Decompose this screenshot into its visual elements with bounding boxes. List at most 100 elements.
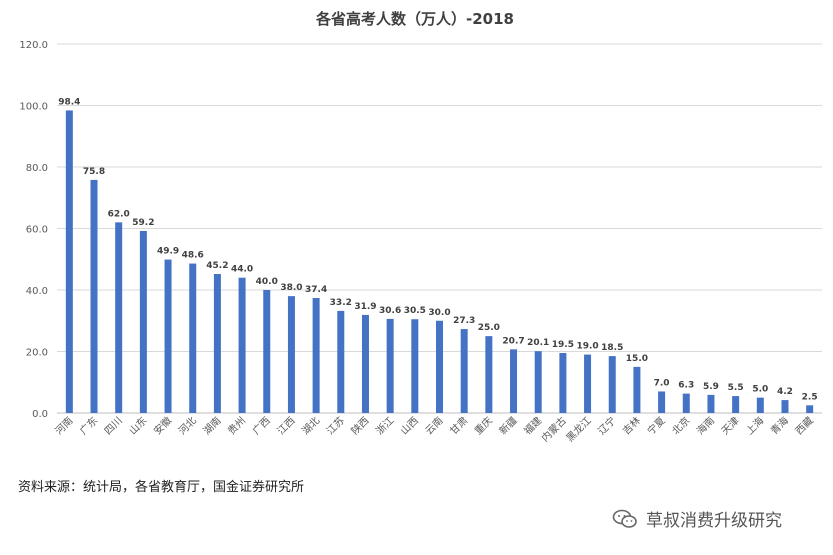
value-label: 6.3 (678, 381, 694, 391)
bar-山西 (411, 319, 419, 413)
value-label: 7.0 (654, 378, 670, 388)
y-tick-label: 100.0 (19, 102, 48, 113)
x-tick-label: 安徽 (151, 414, 174, 437)
x-tick-label: 福建 (521, 414, 544, 437)
bar-西藏 (806, 405, 814, 413)
value-label: 19.0 (576, 342, 598, 352)
bar-宁夏 (658, 391, 666, 413)
x-tick-label: 湖南 (200, 414, 223, 437)
x-tick-label: 甘肃 (447, 414, 470, 437)
bar-新疆 (510, 349, 518, 413)
bar-chart: 各省高考人数（万人）-2018 0.0 20.0 40.0 60.0 80.0 100.0… (19, 10, 822, 444)
value-label: 5.9 (703, 382, 719, 392)
bar-江苏 (337, 310, 345, 413)
value-label: 49.9 (157, 247, 179, 257)
x-tick-label: 山西 (398, 415, 421, 438)
y-tick-label: 0.0 (32, 409, 48, 420)
bar-云南 (436, 320, 443, 413)
bars (65, 110, 814, 414)
bar-上海 (756, 397, 764, 413)
value-label: 30.0 (428, 308, 450, 318)
x-tick-label: 云南 (422, 414, 445, 437)
bar-浙江 (386, 318, 394, 413)
value-label: 25.0 (478, 323, 500, 333)
bar-内蒙古 (559, 353, 567, 413)
chart-title: 各省高考人数（万人）-2018 (315, 10, 514, 28)
value-label: 5.5 (728, 383, 744, 393)
value-label: 19.5 (552, 340, 574, 350)
value-label: 18.5 (601, 343, 623, 353)
bar-广东 (90, 179, 98, 413)
bar-陕西 (361, 314, 369, 413)
x-tick-label: 天津 (719, 415, 742, 438)
value-label: 75.8 (83, 167, 105, 177)
value-label: 20.7 (502, 336, 524, 346)
value-label: 4.2 (777, 387, 793, 397)
bar-辽宁 (608, 356, 616, 413)
x-tick-label: 吉林 (620, 414, 643, 437)
x-tick-label: 黑龙江 (563, 414, 593, 444)
value-label: 40.0 (256, 277, 278, 287)
bar-安徽 (164, 259, 172, 413)
value-labels: 98.4 75.8 62.059.2 49.9 48.645.2 44.040.038.0… (58, 97, 817, 402)
value-label: 48.6 (182, 251, 204, 261)
x-tick-label: 广东 (77, 414, 100, 437)
value-label: 33.2 (330, 298, 352, 308)
y-tick-label: 120.0 (19, 40, 48, 51)
y-tick-label: 60.0 (26, 225, 48, 236)
value-label: 59.2 (132, 218, 154, 228)
x-tick-label: 宁夏 (644, 414, 667, 437)
x-axis-labels: 河南 广东 四川 山东 安徽 河北 湖南 贵州 广西 江西 湖北 江苏 陕西 浙江 山西 云南 甘肃 重庆 新疆 福建… (52, 414, 816, 444)
x-tick-label: 浙江 (374, 415, 397, 438)
value-label: 98.4 (58, 97, 80, 107)
x-tick-label: 内蒙古 (539, 414, 569, 444)
value-label: 30.5 (404, 306, 426, 316)
x-tick-label: 河南 (52, 414, 75, 437)
value-label: 38.0 (280, 283, 302, 293)
bar-湖北 (312, 297, 320, 413)
bar-海南 (707, 394, 715, 413)
x-tick-label: 河北 (176, 415, 199, 438)
watermark: 草叔消费升级研究 (612, 506, 782, 531)
x-tick-label: 山东 (126, 414, 149, 437)
bar-江西 (287, 296, 295, 413)
x-tick-label: 陕西 (348, 414, 371, 437)
bar-青海 (781, 400, 789, 413)
bar-北京 (682, 393, 690, 413)
x-tick-label: 青海 (768, 414, 791, 437)
bar-四川 (115, 222, 123, 413)
bar-吉林 (633, 366, 641, 413)
x-tick-label: 贵州 (225, 414, 248, 437)
y-axis-ticks: 0.0 20.0 40.0 60.0 80.0 100.0 120.0 (19, 40, 48, 420)
watermark-text: 草叔消费升级研究 (646, 511, 782, 531)
bar-黑龙江 (584, 354, 592, 413)
bar-山东 (139, 230, 147, 413)
value-label: 45.2 (206, 261, 228, 271)
gridlines (57, 43, 822, 414)
x-tick-label: 海南 (694, 414, 717, 437)
value-label: 5.0 (752, 385, 768, 395)
value-label: 31.9 (354, 302, 376, 312)
bar-广西 (263, 290, 271, 413)
value-label: 30.6 (379, 306, 401, 316)
y-tick-label: 20.0 (26, 348, 48, 359)
x-tick-label: 北京 (669, 414, 692, 437)
value-label: 15.0 (626, 354, 648, 364)
value-label: 2.5 (802, 392, 818, 402)
x-tick-label: 辽宁 (595, 414, 618, 437)
x-tick-label: 上海 (743, 414, 766, 437)
bar-重庆 (485, 336, 493, 413)
bar-湖南 (213, 274, 221, 413)
bar-贵州 (238, 277, 246, 413)
value-label: 27.3 (453, 316, 475, 326)
bar-天津 (732, 396, 740, 413)
y-tick-label: 40.0 (26, 286, 48, 297)
y-tick-label: 80.0 (26, 163, 48, 174)
value-label: 37.4 (305, 285, 327, 295)
bar-福建 (534, 351, 542, 413)
x-tick-label: 西藏 (793, 415, 816, 438)
bar-甘肃 (460, 329, 468, 413)
x-tick-label: 广西 (250, 415, 273, 438)
x-tick-label: 重庆 (472, 414, 495, 437)
x-tick-label: 湖北 (300, 415, 323, 438)
